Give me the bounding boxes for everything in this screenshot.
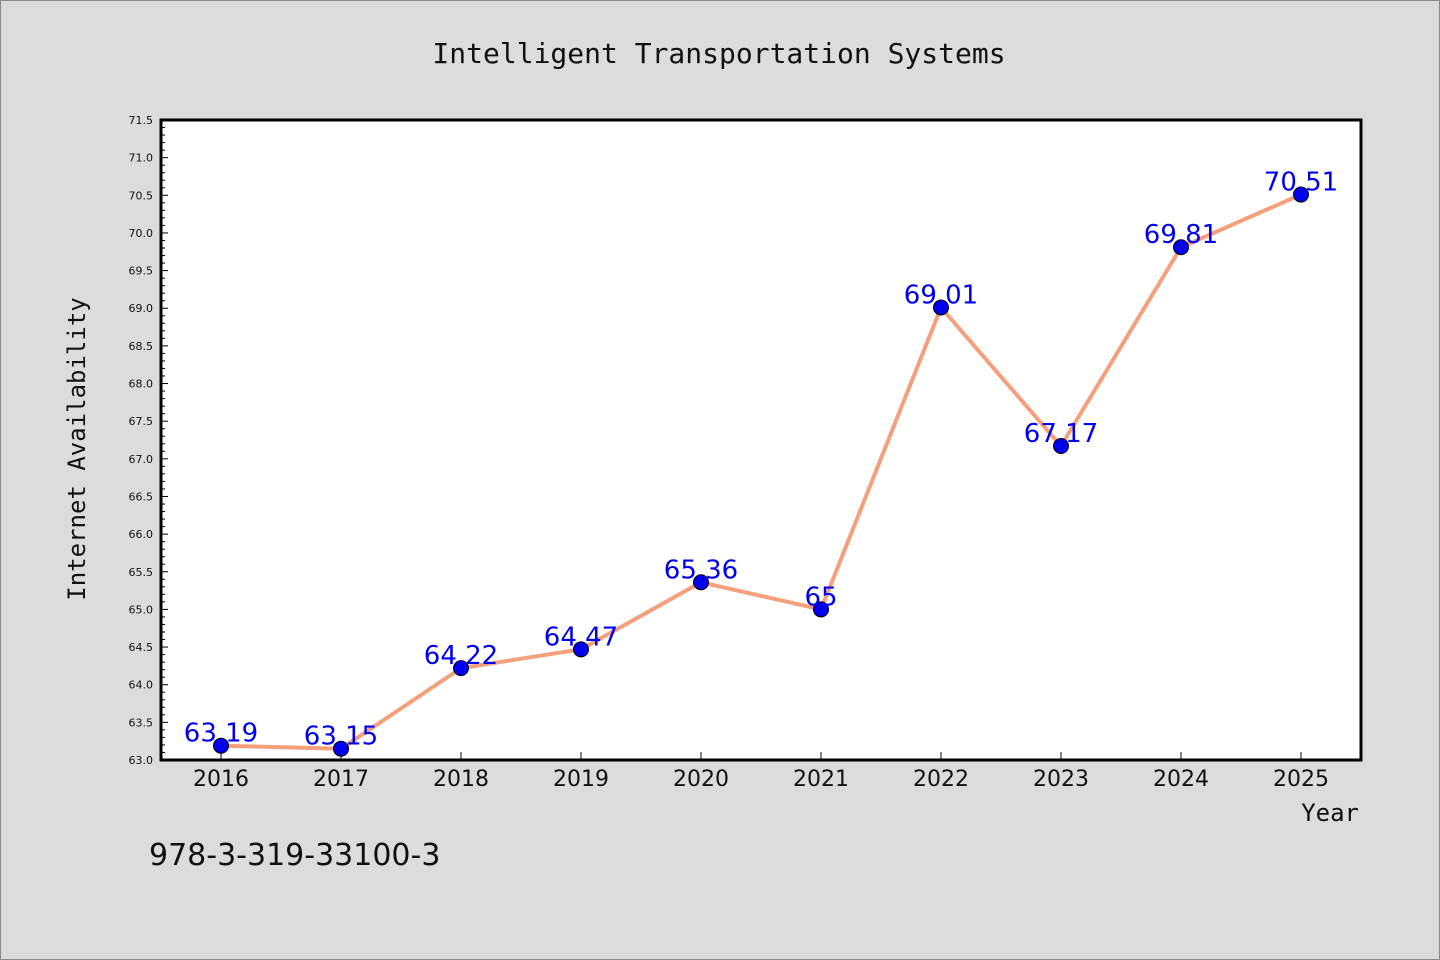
y-tick-label: 67.0: [129, 453, 154, 466]
x-axis-label: Year: [1301, 799, 1359, 827]
y-tick-label: 64.0: [129, 679, 154, 692]
series-layer: 63.19 63.15 64.22 64.47 65.36 65 69.01 67.17 69.…: [184, 168, 1338, 757]
x-tick-label: 2017: [313, 767, 369, 792]
data-label: 67.17: [1024, 419, 1098, 449]
y-tick-label: 71.0: [129, 152, 154, 165]
y-tick-label: 70.5: [129, 189, 154, 202]
y-tick-label: 68.0: [129, 378, 154, 391]
x-tick-label: 2018: [433, 767, 489, 792]
x-tick-label: 2019: [553, 767, 609, 792]
data-label: 69.01: [904, 280, 978, 310]
y-tick-label: 66.5: [129, 490, 154, 503]
y-tick-label: 67.5: [129, 415, 154, 428]
y-tick-label: 66.0: [129, 528, 154, 541]
x-tick-label: 2020: [673, 767, 729, 792]
y-tick-label: 70.0: [129, 227, 154, 240]
x-tick-label: 2023: [1033, 767, 1089, 792]
data-point: [333, 740, 349, 757]
data-point: [213, 737, 229, 754]
y-tick-label: 63.0: [129, 754, 154, 767]
y-axis-label: Internet Availability: [63, 297, 91, 600]
x-tick-label: 2022: [913, 767, 969, 792]
data-label: 65: [804, 582, 837, 612]
data-point: [1173, 239, 1189, 256]
x-tick-label: 2016: [193, 767, 249, 792]
data-label: 63.19: [184, 719, 258, 749]
y-axis: 63.0 63.5 64.0 64.5 65.0 65.5 66.0 66.5 67.0 67.5…: [129, 114, 168, 767]
x-tick-label: 2021: [793, 767, 849, 792]
y-tick-label: 65.0: [129, 603, 154, 616]
data-label: 69.81: [1144, 220, 1218, 250]
data-point: [933, 299, 949, 316]
y-tick-label: 65.5: [129, 566, 154, 579]
y-tick-label: 63.5: [129, 716, 154, 729]
y-tick-label: 64.5: [129, 641, 154, 654]
y-tick-label: 71.5: [129, 114, 154, 127]
data-label: 63.15: [304, 722, 378, 752]
data-point: [813, 601, 829, 618]
data-point: [1053, 438, 1069, 455]
data-label: 70.51: [1264, 168, 1338, 198]
chart-title: Intelligent Transportation Systems: [432, 37, 1005, 70]
x-tick-label: 2024: [1153, 767, 1209, 792]
plot-area: [159, 118, 1363, 762]
data-point: [453, 660, 469, 677]
data-label: 64.47: [544, 622, 618, 652]
y-tick-label: 69.5: [129, 265, 154, 278]
series-line: [220, 192, 1302, 751]
y-tick-label: 69.0: [129, 302, 154, 315]
data-point: [573, 641, 589, 658]
data-point: [693, 574, 709, 591]
x-tick-label: 2025: [1273, 767, 1329, 792]
data-label: 65.36: [664, 555, 738, 585]
data-point: [1293, 186, 1309, 203]
data-label: 64.22: [424, 641, 498, 671]
footnote-isbn: 978-3-319-33100-3: [149, 838, 440, 873]
y-tick-label: 68.5: [129, 340, 154, 353]
x-axis: 2016 2017 2018 2019 2020 2021 2022 2023 2024 2025: [193, 752, 1329, 792]
